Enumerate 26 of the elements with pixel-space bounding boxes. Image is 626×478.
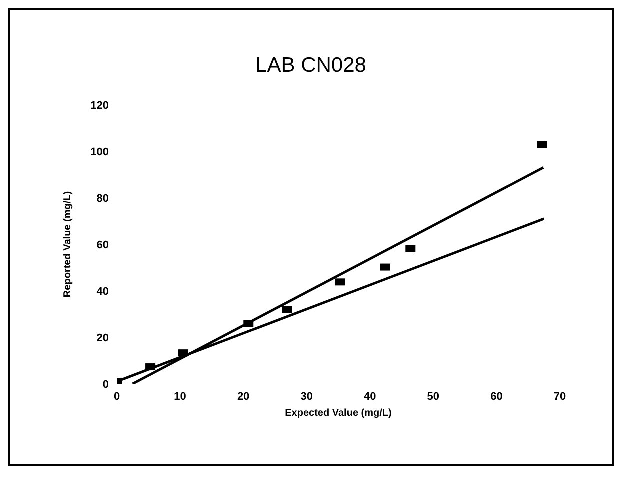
y-tick-label: 80: [96, 192, 109, 205]
y-tick-label: 40: [96, 286, 109, 298]
point: [537, 141, 548, 148]
x-tick-label: 60: [490, 390, 503, 403]
x-tick-label: 20: [237, 390, 250, 403]
y-tick-label: 100: [90, 146, 109, 158]
chart-title: LAB CN028: [254, 54, 368, 78]
x-tick-label: 0: [114, 390, 120, 403]
x-tick-label: 30: [300, 390, 313, 403]
point: [178, 350, 188, 357]
y-tick-label: 120: [90, 100, 109, 112]
y-tick-label: 20: [96, 332, 109, 344]
point: [380, 264, 390, 271]
y-tick-label: 60: [96, 239, 109, 252]
x-axis-title: Expected Value (mg/L): [285, 408, 392, 419]
point: [244, 320, 254, 328]
point: [146, 364, 156, 371]
x-tick-label: 70: [554, 390, 566, 403]
point: [406, 245, 416, 252]
y-axis-title: Reported Value (mg/L): [62, 191, 74, 298]
x-tick-label: 10: [174, 390, 186, 403]
point: [282, 306, 292, 314]
y-tick-label: 0: [102, 378, 109, 391]
point: [335, 278, 346, 286]
x-tick-label: 50: [427, 390, 440, 403]
x-tick-label: 40: [364, 390, 376, 403]
